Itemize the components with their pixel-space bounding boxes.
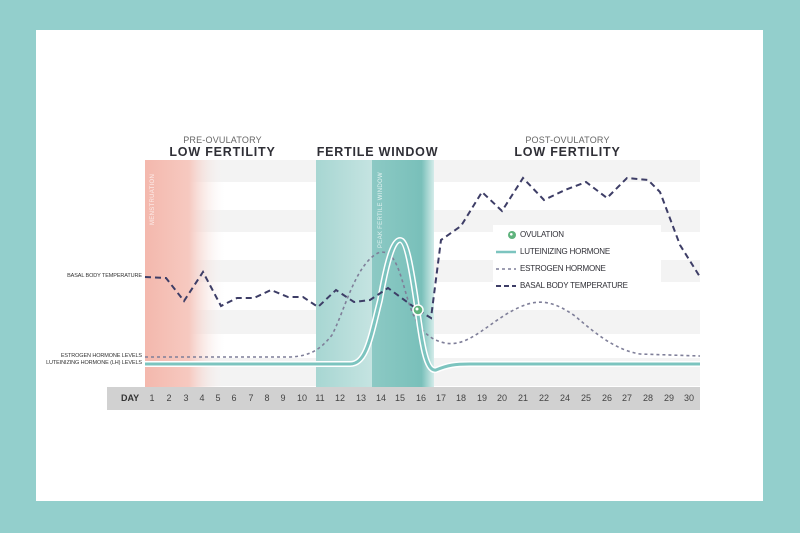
day-tick: 14 [375,393,387,403]
phase-sub [305,135,450,145]
day-tick: 22 [538,393,550,403]
day-tick: 5 [215,393,221,403]
day-tick: 11 [315,393,325,403]
day-tick: 6 [231,393,237,403]
day-tick: 24 [559,393,571,403]
day-tick: 20 [496,393,508,403]
lh-line [145,238,700,372]
day-tick: 10 [296,393,308,403]
phase-sub: PRE-OVULATORY [183,135,262,145]
legend-label: BASAL BODY TEMPERATURE [520,281,628,290]
day-tick: 2 [166,393,172,403]
day-tick: 16 [415,393,427,403]
legend-item-ovulation: OVULATION [493,228,661,242]
legend-label: OVULATION [520,230,564,239]
legend-item-lh: LUTEINIZING HORMONE [493,245,661,259]
axis-label-lh: LUTEINIZING HORMONE (LH) LEVELS [46,360,142,366]
chart-legend: OVULATION LUTEINIZING HORMONE ESTROGEN H… [493,225,661,297]
phase-title: LOW FERTILITY [169,145,276,159]
dotted-line-icon [496,268,516,270]
day-axis-label: DAY [121,393,140,403]
phase-title: LOW FERTILITY [514,145,621,159]
day-tick: 4 [199,393,205,403]
day-tick: 12 [334,393,346,403]
phase-fertile-window: FERTILE WINDOW [305,135,450,159]
day-tick: 26 [601,393,613,403]
day-tick: 29 [663,393,675,403]
day-tick: 30 [683,393,695,403]
legend-label: LUTEINIZING HORMONE [520,247,610,256]
menstruation-band [145,160,225,387]
day-axis-bar [107,387,700,410]
phase-title: FERTILE WINDOW [316,145,439,159]
phase-pre-ovulatory: PRE-OVULATORY LOW FERTILITY [150,135,295,159]
day-tick: 25 [580,393,592,403]
legend-item-estrogen: ESTROGEN HORMONE [493,262,661,276]
bbt-line [144,176,701,320]
ovulation-icon [508,231,516,239]
day-tick: 18 [455,393,467,403]
day-tick: 8 [264,393,270,403]
day-tick: 7 [248,393,254,403]
axis-label-estrogen: ESTROGEN HORMONE LEVELS [60,353,142,359]
estrogen-line [145,251,701,358]
day-tick: 1 [149,393,155,403]
peak-fertile-window-label: PEAK FERTILE WINDOW [378,172,384,248]
day-tick: 17 [435,393,447,403]
phase-post-ovulatory: POST-OVULATORY LOW FERTILITY [495,135,640,159]
day-tick: 13 [355,393,367,403]
phase-sub: POST-OVULATORY [525,135,610,145]
day-tick: 21 [517,393,529,403]
menstruation-band-label: MENSTRUATION [150,173,156,225]
day-tick: 15 [394,393,406,403]
day-tick: 27 [621,393,633,403]
solid-line-icon [496,250,516,254]
axis-label-bbt: BASAL BODY TEMPERATURE [67,273,142,279]
day-tick: 28 [642,393,654,403]
legend-item-bbt: BASAL BODY TEMPERATURE [493,279,661,293]
legend-label: ESTROGEN HORMONE [520,264,606,273]
dashed-line-icon [496,285,516,287]
day-tick: 19 [476,393,488,403]
day-tick: 3 [183,393,189,403]
day-tick: 9 [280,393,286,403]
